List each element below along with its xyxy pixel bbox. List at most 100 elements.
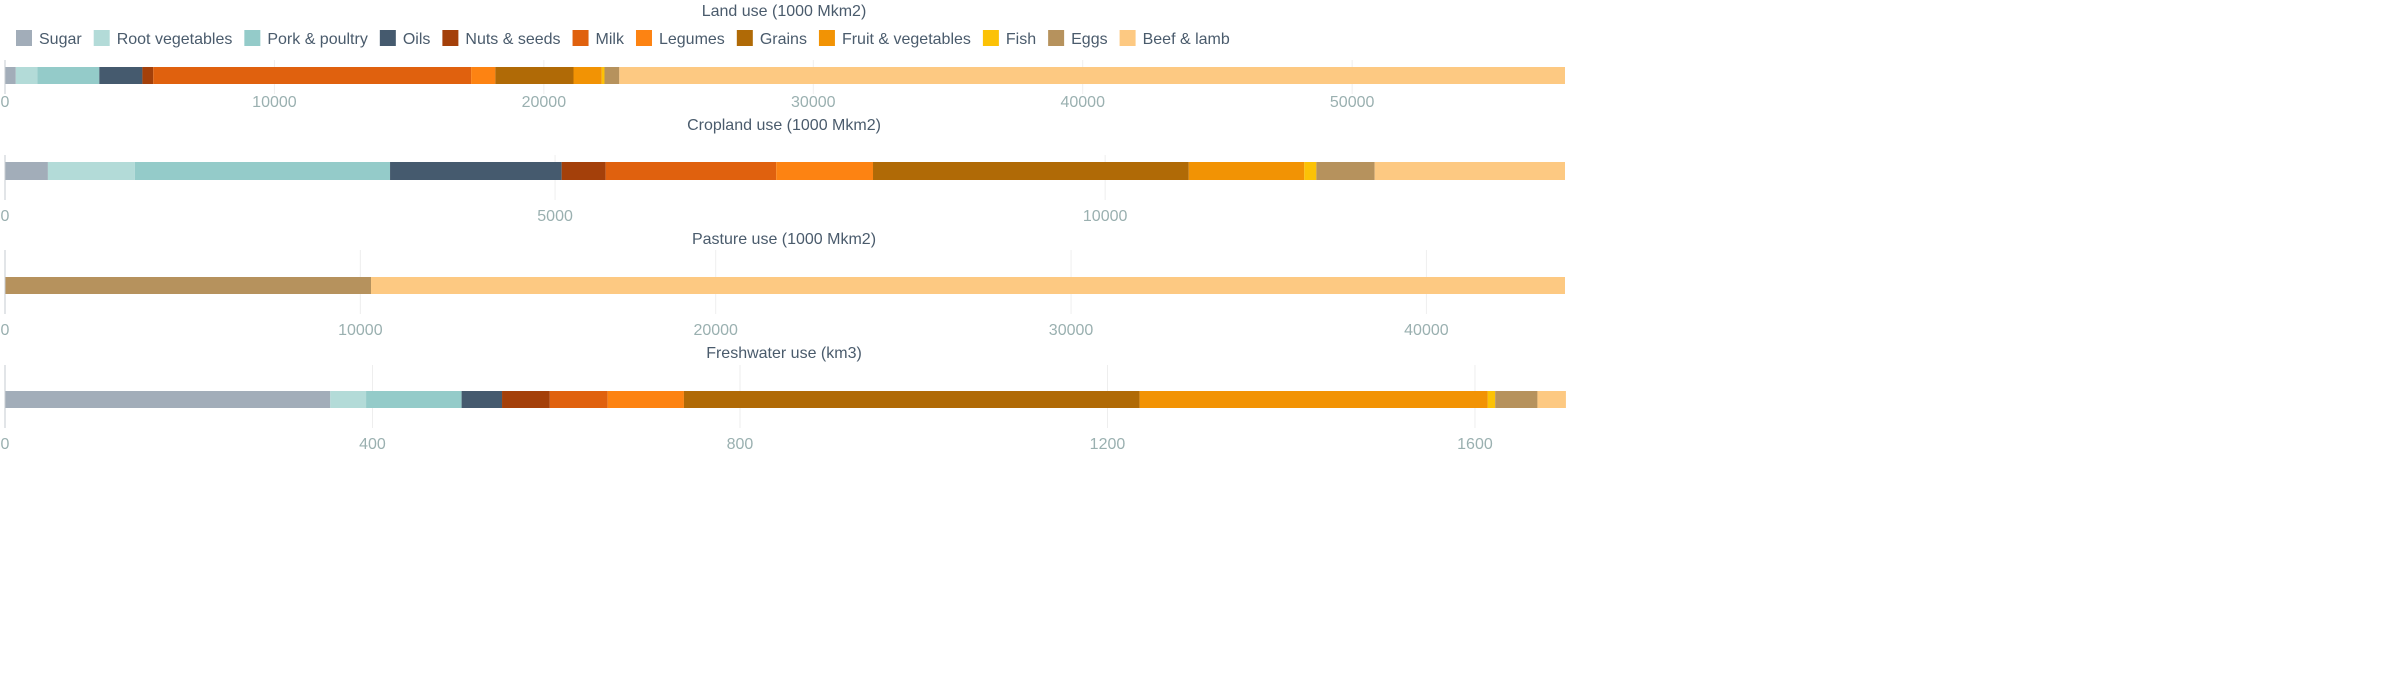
- bar-segment-legumes[interactable]: [607, 391, 684, 408]
- bar-segment-fish[interactable]: [601, 67, 605, 84]
- chart-title: Cropland use (1000 Mkm2): [687, 117, 881, 134]
- bar-segment-legumes[interactable]: [471, 67, 496, 84]
- legend-swatch: [1048, 30, 1065, 46]
- x-tick-label: 10000: [252, 94, 297, 111]
- x-tick-label: 20000: [693, 322, 738, 339]
- legend-label: Eggs: [1071, 31, 1107, 48]
- x-tick-label: 0: [1, 208, 10, 225]
- legend-swatch: [736, 30, 753, 46]
- x-tick-label: 40000: [1060, 94, 1105, 111]
- bar-segment-milk[interactable]: [549, 391, 608, 408]
- bar-segment-milk[interactable]: [605, 162, 777, 180]
- bar-segment-grains[interactable]: [683, 391, 1140, 408]
- bar-segment-root-vegetables[interactable]: [15, 67, 38, 84]
- chart-title: Pasture use (1000 Mkm2): [692, 231, 876, 248]
- x-tick-label: 0: [1, 436, 10, 453]
- chart-panel-pasture-use-1000-mkm2: Pasture use (1000 Mkm2) 0 10000 20000 30000 4…: [1, 231, 1565, 339]
- bar-segment-eggs[interactable]: [1316, 162, 1375, 180]
- chart-title: Land use (1000 Mkm2): [702, 3, 867, 20]
- bar-segment-fruit-and-vegetables[interactable]: [1188, 162, 1305, 180]
- bar-segment-sugar[interactable]: [5, 391, 331, 408]
- x-tick-label: 400: [359, 436, 386, 453]
- bar-segment-fruit-and-vegetables[interactable]: [1139, 391, 1488, 408]
- x-tick-label: 0: [1, 94, 10, 111]
- x-tick-label: 30000: [791, 94, 836, 111]
- bar-segment-pork-and-poultry[interactable]: [134, 162, 391, 180]
- bar-segment-sugar[interactable]: [5, 162, 48, 180]
- legend-label: Root vegetables: [117, 31, 233, 48]
- legend-item-pork-and-poultry[interactable]: Pork & poultry: [244, 30, 368, 48]
- bar-segment-fish[interactable]: [1487, 391, 1496, 408]
- legend-item-fish[interactable]: Fish: [982, 30, 1036, 48]
- bar-segment-beef-and-lamb[interactable]: [1537, 391, 1566, 408]
- legend-label: Nuts & seeds: [465, 31, 560, 48]
- bar-segment-fish[interactable]: [1304, 162, 1317, 180]
- legend-label: Beef & lamb: [1143, 31, 1230, 48]
- bar-segment-milk[interactable]: [153, 67, 472, 84]
- legend-item-eggs[interactable]: Eggs: [1048, 30, 1108, 48]
- legend-swatch: [16, 30, 32, 46]
- bar-segment-beef-and-lamb[interactable]: [1374, 162, 1565, 180]
- x-tick-label: 50000: [1330, 94, 1375, 111]
- legend-item-oils[interactable]: Oils: [379, 30, 431, 48]
- stacked-bar-charts: Sugar Root vegetables Pork & poultry Oils Nu…: [1, 3, 1566, 453]
- legend-item-nuts-and-seeds[interactable]: Nuts & seeds: [442, 30, 561, 48]
- chart-panel-cropland-use-1000-mkm2: Cropland use (1000 Mkm2) 0 5000 10000: [1, 117, 1565, 225]
- chart-title: Freshwater use (km3): [706, 345, 862, 362]
- bar-segment-beef-and-lamb[interactable]: [619, 67, 1565, 84]
- bar-segment-beef-and-lamb[interactable]: [371, 277, 1565, 294]
- legend-swatch: [244, 30, 261, 46]
- bar-segment-fruit-and-vegetables[interactable]: [573, 67, 602, 84]
- legend-item-grains[interactable]: Grains: [736, 30, 807, 48]
- bar-segment-root-vegetables[interactable]: [330, 391, 367, 408]
- bar-segment-oils[interactable]: [99, 67, 143, 84]
- bar-segment-pork-and-poultry[interactable]: [37, 67, 100, 84]
- legend: Sugar Root vegetables Pork & poultry Oils Nu…: [16, 30, 1230, 48]
- bar-segment-grains[interactable]: [495, 67, 574, 84]
- legend-swatch: [442, 30, 459, 46]
- x-tick-label: 800: [727, 436, 754, 453]
- bar-segment-nuts-and-seeds[interactable]: [502, 391, 550, 408]
- legend-swatch: [93, 30, 110, 46]
- bar-segment-nuts-and-seeds[interactable]: [561, 162, 606, 180]
- legend-swatch: [635, 30, 652, 46]
- x-tick-label: 0: [1, 322, 10, 339]
- legend-item-legumes[interactable]: Legumes: [635, 30, 725, 48]
- bar-segment-oils[interactable]: [390, 162, 562, 180]
- legend-label: Legumes: [659, 31, 725, 48]
- legend-swatch: [572, 30, 589, 46]
- bar-segment-grains[interactable]: [873, 162, 1189, 180]
- bar-segment-eggs[interactable]: [5, 277, 372, 294]
- legend-label: Oils: [403, 31, 431, 48]
- x-tick-label: 40000: [1404, 322, 1449, 339]
- x-tick-label: 1600: [1457, 436, 1493, 453]
- legend-item-milk[interactable]: Milk: [572, 30, 625, 48]
- legend-swatch: [1119, 30, 1136, 46]
- x-tick-label: 10000: [338, 322, 383, 339]
- bar-segment-sugar[interactable]: [5, 67, 16, 84]
- chart-panel-freshwater-use-km3: Freshwater use (km3) 0 400 800 1200 1600: [1, 345, 1566, 453]
- bar-segment-pork-and-poultry[interactable]: [366, 391, 462, 408]
- bar-segment-root-vegetables[interactable]: [47, 162, 135, 180]
- bar-segment-oils[interactable]: [461, 391, 503, 408]
- legend-swatch: [982, 30, 999, 46]
- x-tick-label: 1200: [1090, 436, 1126, 453]
- legend-label: Fish: [1006, 31, 1036, 48]
- legend-swatch: [379, 30, 396, 46]
- legend-label: Grains: [760, 31, 807, 48]
- x-tick-label: 30000: [1049, 322, 1094, 339]
- legend-item-root-vegetables[interactable]: Root vegetables: [93, 30, 233, 48]
- legend-item-beef-and-lamb[interactable]: Beef & lamb: [1119, 30, 1230, 48]
- chart-panel-land-use-1000-mkm2: Land use (1000 Mkm2) 0 10000 20000 30000 4000…: [1, 3, 1565, 111]
- bar-segment-eggs[interactable]: [604, 67, 620, 84]
- bar-segment-eggs[interactable]: [1495, 391, 1538, 408]
- legend-label: Sugar: [39, 31, 82, 48]
- legend-swatch: [818, 30, 835, 46]
- legend-item-fruit-and-vegetables[interactable]: Fruit & vegetables: [818, 30, 971, 48]
- bar-segment-nuts-and-seeds[interactable]: [142, 67, 154, 84]
- bar-segment-legumes[interactable]: [776, 162, 874, 180]
- x-tick-label: 20000: [522, 94, 567, 111]
- legend-item-sugar[interactable]: Sugar: [16, 30, 82, 48]
- legend-label: Pork & poultry: [267, 31, 367, 48]
- legend-label: Milk: [596, 31, 625, 48]
